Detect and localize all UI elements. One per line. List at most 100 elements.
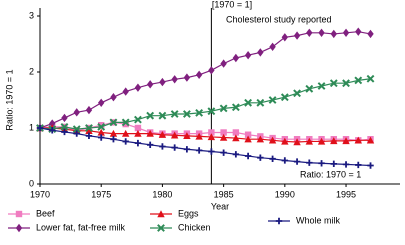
marker <box>134 139 142 147</box>
marker <box>183 73 191 82</box>
legend-label: Lower fat, fat-free milk <box>36 222 126 232</box>
marker <box>195 108 204 117</box>
marker <box>49 127 56 134</box>
marker <box>85 132 93 140</box>
x-tick-label: 1995 <box>336 189 356 199</box>
x-tick-label: 1990 <box>275 189 295 199</box>
marker <box>232 53 240 63</box>
marker <box>342 137 350 145</box>
marker <box>182 110 191 118</box>
marker <box>244 51 252 60</box>
marker <box>72 125 81 134</box>
marker <box>98 98 105 107</box>
marker <box>158 111 167 120</box>
marker <box>85 124 93 132</box>
y-tick-label: 0 <box>29 178 34 188</box>
legend-item: Whole milk <box>268 215 341 225</box>
marker <box>219 133 228 141</box>
marker <box>49 119 56 128</box>
marker <box>280 93 289 102</box>
legend-item: Beef <box>8 208 55 218</box>
marker <box>329 79 338 88</box>
marker <box>232 129 240 136</box>
marker <box>158 131 167 138</box>
marker <box>146 129 154 137</box>
marker <box>73 130 80 137</box>
marker <box>257 154 264 161</box>
marker <box>244 152 252 160</box>
marker <box>195 147 203 154</box>
marker <box>366 136 375 144</box>
marker <box>256 98 265 107</box>
marker <box>208 66 215 75</box>
marker <box>366 74 375 83</box>
marker <box>232 151 240 158</box>
y-tick-label: 1 <box>29 122 34 132</box>
annotation: Cholesterol study reported <box>226 14 332 24</box>
marker <box>281 33 289 42</box>
marker <box>61 128 68 136</box>
marker <box>342 79 350 88</box>
y-tick-label: 3 <box>29 10 34 20</box>
marker <box>318 28 325 37</box>
marker <box>306 159 313 166</box>
marker <box>268 96 277 104</box>
series-line <box>39 78 371 130</box>
x-tick-label: 1975 <box>91 189 111 199</box>
marker <box>208 129 215 136</box>
marker <box>73 108 80 117</box>
marker <box>109 129 118 137</box>
marker <box>183 132 191 140</box>
x-tick-label: 1985 <box>214 189 234 199</box>
marker <box>342 28 350 37</box>
marker <box>195 132 203 140</box>
marker <box>244 135 252 143</box>
marker <box>97 128 105 136</box>
marker <box>146 80 154 89</box>
marker <box>330 160 337 168</box>
marker <box>220 129 227 136</box>
marker <box>134 83 142 92</box>
marker <box>85 105 93 115</box>
marker <box>269 155 276 162</box>
series-line <box>40 127 371 143</box>
series-line <box>39 121 371 141</box>
marker <box>134 129 142 137</box>
x-tick-label: 1970 <box>30 189 50 199</box>
marker <box>231 103 240 112</box>
marker <box>220 149 227 156</box>
marker <box>171 75 178 84</box>
marker <box>268 136 277 144</box>
marker <box>367 29 374 39</box>
marker <box>342 161 350 168</box>
marker <box>220 59 227 68</box>
chart-title: [1970 = 1] <box>212 0 252 9</box>
marker <box>207 133 216 141</box>
y-tick-label: 2 <box>29 66 34 76</box>
marker <box>110 93 117 102</box>
marker <box>15 223 23 233</box>
legend-label: Eggs <box>178 208 199 218</box>
marker <box>367 162 374 169</box>
marker <box>317 82 326 90</box>
marker <box>170 110 179 118</box>
marker <box>219 104 228 113</box>
marker <box>195 70 203 79</box>
marker <box>355 27 362 36</box>
marker <box>157 210 165 218</box>
marker <box>36 124 44 132</box>
legend-label: Chicken <box>178 222 211 232</box>
legend-item: Chicken <box>150 222 211 232</box>
marker <box>293 89 301 98</box>
marker <box>146 111 155 120</box>
marker <box>305 84 314 93</box>
annotation: Ratio: 1970 = 1 <box>300 169 361 179</box>
marker <box>121 118 130 127</box>
marker <box>355 161 362 169</box>
marker <box>121 129 130 137</box>
marker <box>110 136 117 143</box>
marker <box>208 148 215 155</box>
marker <box>98 134 105 141</box>
